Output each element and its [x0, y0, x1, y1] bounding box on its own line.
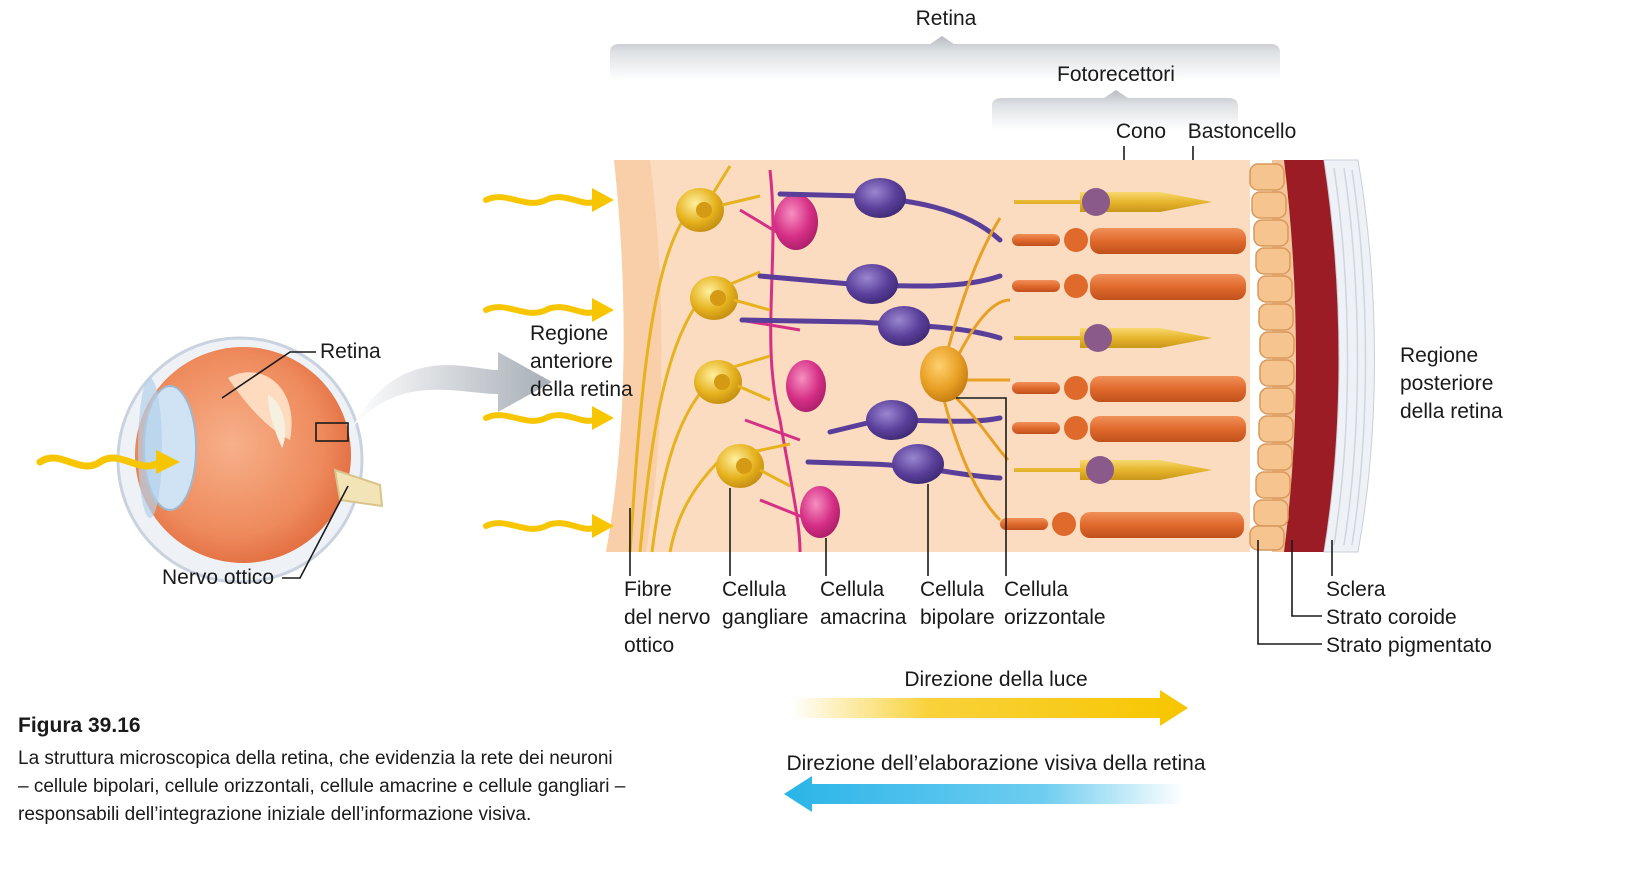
eye-retina-label: Retina — [320, 340, 381, 363]
bipolar-label-1: Cellula — [920, 578, 985, 601]
zoom-box — [315, 422, 349, 442]
bracket-photoreceptors-label: Fotorecettori — [1057, 63, 1175, 86]
anterior-region-line2: anteriore — [530, 350, 613, 373]
pigment-cells — [1249, 163, 1295, 551]
bipolar-cells — [739, 178, 1003, 484]
light-direction-label: Direzione della luce — [904, 668, 1087, 691]
amacrine-label-2: amacrina — [820, 606, 907, 629]
anterior-region-line3: della retina — [530, 378, 633, 401]
optic-fibers-label-3: ottico — [624, 634, 674, 657]
light-direction-arrow — [790, 690, 1188, 726]
choroid-layer — [1284, 160, 1339, 552]
rod-label: Bastoncello — [1188, 120, 1297, 143]
caption-line-2: – cellule bipolari, cellule orizzontali,… — [18, 776, 626, 797]
pigment-label: Strato pigmentato — [1326, 634, 1492, 657]
retina-leader — [221, 351, 316, 399]
horizontal-label-1: Cellula — [1004, 578, 1069, 601]
optic-nerve-leader — [282, 485, 349, 579]
posterior-region-line1: Regione — [1400, 344, 1478, 367]
posterior-region-line3: della retina — [1400, 400, 1503, 423]
optic-fibers-label-2: del nervo — [624, 606, 710, 629]
caption-line-1: La struttura microscopica della retina, … — [18, 748, 613, 769]
caption-title: Figura 39.16 — [18, 714, 141, 737]
ganglion-label-1: Cellula — [722, 578, 787, 601]
horizontal-label-2: orizzontale — [1004, 606, 1106, 629]
eyeball-illustration — [36, 336, 384, 584]
ganglion-label-2: gangliare — [722, 606, 808, 629]
caption-line-3: responsabili dell’integrazione iniziale … — [18, 804, 531, 825]
retina-bracket — [610, 36, 1280, 80]
optic-nerve-label: Nervo ottico — [162, 566, 274, 589]
optic-nerve-fibers — [628, 209, 722, 553]
optic-fibers-label-1: Fibre — [624, 578, 672, 601]
processing-direction-label: Direzione dell’elaborazione visiva della… — [786, 752, 1205, 775]
ganglion-cells — [676, 165, 791, 488]
zoom-arrow — [352, 352, 552, 428]
incoming-light-arrows — [483, 188, 614, 538]
bracket-retina-label: Retina — [916, 7, 977, 30]
choroid-label: Strato coroide — [1326, 606, 1457, 629]
amacrine-cells — [774, 194, 840, 538]
posterior-region-line2: posteriore — [1400, 372, 1493, 395]
cone-label: Cono — [1116, 120, 1166, 143]
retina-section — [606, 159, 1375, 553]
bottom-leaders — [629, 397, 1333, 645]
photoreceptors — [1000, 188, 1246, 538]
processing-direction-arrow — [784, 776, 1184, 812]
amacrine-label-1: Cellula — [820, 578, 885, 601]
photoreceptors-bracket — [992, 90, 1238, 130]
sclera-label: Sclera — [1326, 578, 1386, 601]
anterior-region-line1: Regione — [530, 322, 608, 345]
horizontal-cell — [920, 217, 1011, 522]
bipolar-label-2: bipolare — [920, 606, 995, 629]
